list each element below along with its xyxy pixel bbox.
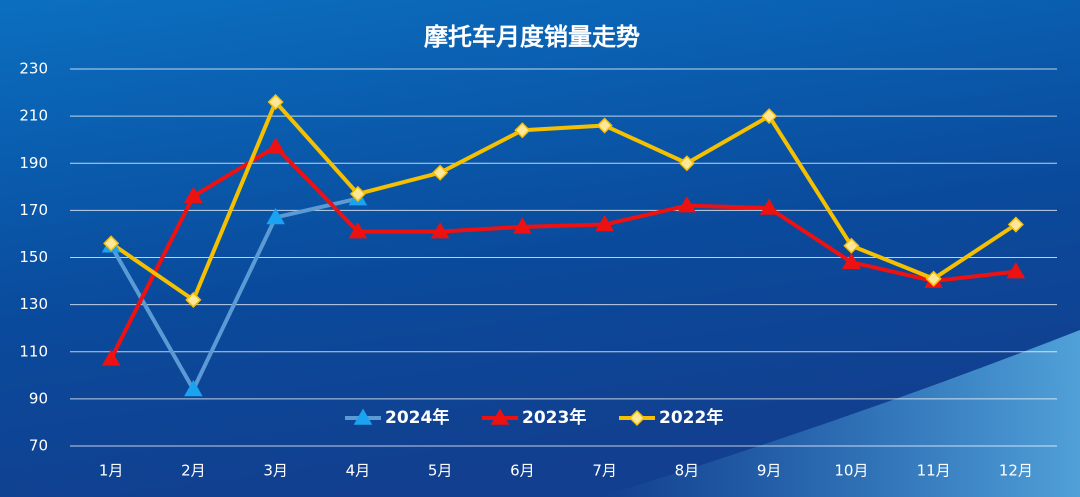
data-point — [513, 217, 532, 234]
x-tick-label: 11月 — [917, 462, 951, 480]
data-point — [266, 207, 285, 225]
data-point — [759, 198, 779, 215]
data-point — [843, 237, 860, 254]
legend-marker — [628, 409, 646, 427]
data-point — [184, 379, 203, 397]
data-point — [432, 164, 449, 181]
x-tick-label: 3月 — [263, 462, 288, 480]
legend-label leg: 2022年 — [659, 407, 723, 428]
x-tick-label: 7月 — [592, 462, 617, 480]
x-tick-label: 2月 — [181, 462, 206, 480]
series-line — [109, 196, 359, 392]
series-line — [109, 99, 1017, 302]
x-tick-label: 12月 — [999, 462, 1033, 480]
data-point — [184, 186, 203, 203]
y-tick-label: 90 — [29, 389, 48, 407]
data-point — [842, 252, 861, 269]
data-point — [101, 349, 121, 366]
data-point — [596, 117, 613, 134]
x-tick-label: 10月 — [834, 462, 868, 480]
chart-title: 摩托车月度销量走势 — [424, 23, 640, 51]
data-point — [677, 196, 697, 213]
y-tick-label: 70 — [29, 437, 48, 455]
x-tick-label: 1月 — [99, 462, 124, 480]
data-point — [103, 235, 120, 252]
data-point — [1007, 216, 1024, 233]
data-point — [185, 291, 202, 308]
background-glow — [600, 330, 1080, 497]
y-tick-label: 110 — [19, 342, 48, 360]
y-tick-label: 210 — [19, 107, 48, 125]
data-point — [266, 137, 285, 154]
data-point — [430, 222, 450, 239]
series-line — [109, 144, 1017, 360]
x-tick-label: 6月 — [510, 462, 535, 480]
legend-marker — [490, 408, 510, 425]
x-tick-label: 4月 — [346, 462, 371, 480]
data-point — [595, 215, 614, 232]
data-point — [678, 155, 695, 172]
x-tick-label: 9月 — [757, 462, 782, 480]
data-point — [349, 185, 366, 202]
data-point — [925, 270, 942, 287]
data-point — [1006, 262, 1026, 279]
y-tick-label: 230 — [19, 60, 48, 78]
data-point — [761, 108, 778, 125]
legend-label leg: 2024年 — [385, 407, 449, 428]
x-tick-label: 8月 — [675, 462, 700, 480]
data-point — [514, 122, 531, 139]
data-point — [267, 93, 284, 111]
y-tick-label: 150 — [19, 248, 48, 266]
y-tick-label: 190 — [19, 154, 48, 172]
data-point — [348, 222, 368, 239]
legend-label leg: 2023年 — [522, 407, 586, 428]
legend-marker — [353, 408, 373, 425]
y-tick-label: 170 — [19, 201, 48, 219]
y-tick-label: 130 — [19, 295, 48, 313]
x-tick-label: 5月 — [428, 462, 453, 480]
